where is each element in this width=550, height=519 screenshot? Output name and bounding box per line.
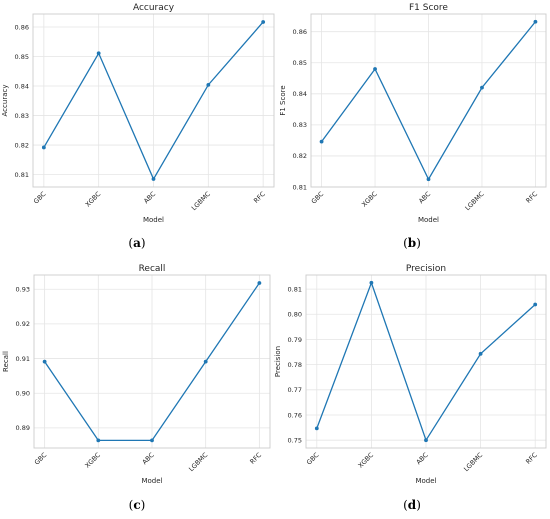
- data-point: [424, 438, 428, 443]
- y-tick-label: 0.75: [288, 436, 302, 444]
- y-tick-label: 0.77: [288, 386, 302, 394]
- x-tick-label: XGBC: [84, 190, 103, 209]
- data-point: [150, 438, 154, 443]
- x-tick-label: XGBC: [360, 190, 379, 209]
- y-tick-label: 0.83: [15, 112, 29, 120]
- y-tick-label: 0.86: [15, 23, 29, 31]
- x-tick-label: ABC: [142, 190, 157, 205]
- x-tick-label: GBC: [310, 190, 326, 206]
- chart-panel-1: 0.81 0.82 0.83 0.84 0.85 0.86 GBC XGBC ABC LGBMC R…: [1, 3, 275, 250]
- data-point: [319, 139, 324, 144]
- x-tick-label: XGBC: [83, 451, 102, 470]
- x-tick-label: XGBC: [356, 451, 375, 470]
- chart-title: F1 Score: [409, 3, 448, 13]
- data-point: [533, 302, 538, 307]
- x-tick-label: GBC: [32, 190, 48, 206]
- x-tick-label: ABC: [417, 190, 432, 205]
- y-tick-label: 0.81: [293, 183, 307, 191]
- x-tick-label: ABC: [415, 451, 430, 466]
- figure-caption: (c): [129, 498, 146, 512]
- x-tick-label: RFC: [524, 451, 539, 466]
- y-tick-label: 0.86: [293, 28, 307, 36]
- y-tick-label: 0.84: [15, 82, 29, 90]
- x-tick-label: RFC: [248, 451, 263, 466]
- y-tick-label: 0.82: [293, 152, 307, 160]
- data-point: [203, 359, 208, 364]
- data-point: [480, 85, 484, 90]
- y-tick-label: 0.76: [288, 411, 302, 419]
- data-point: [373, 67, 377, 71]
- y-axis-label: Precision: [274, 346, 282, 377]
- x-axis-label: Model: [143, 216, 164, 224]
- x-tick-label: LGBMC: [462, 451, 484, 473]
- y-tick-label: 0.84: [293, 90, 307, 98]
- y-axis-label: Recall: [2, 351, 10, 372]
- y-tick-label: 0.89: [16, 424, 30, 432]
- x-tick-label: RFC: [524, 190, 539, 205]
- chart-title: Precision: [406, 264, 446, 274]
- y-tick-label: 0.80: [288, 311, 302, 319]
- y-tick-label: 0.90: [16, 390, 30, 398]
- x-tick-label: GBC: [305, 451, 321, 467]
- x-tick-label: LGBMC: [190, 190, 212, 212]
- chart-title: Recall: [139, 264, 166, 274]
- figure-caption: (a): [128, 236, 145, 250]
- data-point: [261, 20, 266, 24]
- data-point: [533, 19, 538, 24]
- x-tick-label: ABC: [141, 451, 156, 466]
- data-point: [206, 82, 211, 87]
- data-point: [151, 177, 156, 181]
- x-tick-label: RFC: [252, 190, 267, 205]
- data-point: [369, 280, 374, 285]
- y-axis-label: Accuracy: [1, 85, 9, 117]
- x-axis-label: Model: [141, 477, 162, 485]
- figure-caption: (b): [403, 236, 421, 250]
- data-point: [314, 426, 319, 431]
- y-tick-label: 0.92: [16, 320, 30, 328]
- plot-frame: [310, 13, 547, 188]
- plot-frame: [32, 13, 275, 188]
- y-tick-label: 0.79: [288, 336, 302, 344]
- y-tick-label: 0.81: [288, 285, 302, 293]
- data-point: [96, 51, 101, 56]
- plot-frame: [33, 274, 271, 449]
- chart-title: Accuracy: [133, 3, 175, 13]
- y-tick-label: 0.81: [15, 171, 29, 179]
- data-point: [426, 177, 431, 182]
- x-axis-label: Model: [418, 216, 439, 224]
- chart-panel-2: 0.81 0.82 0.83 0.84 0.85 0.86 GBC XGBC ABC LGBMC R…: [279, 3, 547, 250]
- y-tick-label: 0.85: [293, 59, 307, 67]
- data-point: [41, 145, 46, 150]
- x-tick-label: GBC: [33, 451, 49, 467]
- y-tick-label: 0.78: [288, 361, 302, 369]
- x-axis-label: Model: [415, 477, 436, 485]
- x-tick-label: LGBMC: [187, 451, 209, 473]
- y-tick-label: 0.91: [16, 355, 30, 363]
- y-tick-label: 0.82: [15, 141, 29, 149]
- y-tick-label: 0.85: [15, 53, 29, 61]
- data-point: [478, 351, 483, 356]
- data-point: [42, 359, 47, 364]
- data-point: [257, 281, 262, 285]
- plot-frame: [305, 274, 547, 449]
- y-tick-label: 0.83: [293, 121, 307, 129]
- chart-panel-3: 0.89 0.90 0.91 0.92 0.93 GBC XGBC ABC LGBMC RFC Re…: [2, 264, 271, 512]
- y-tick-label: 0.93: [16, 286, 30, 294]
- figure-caption: (d): [403, 498, 421, 512]
- data-point: [96, 438, 101, 443]
- chart-panel-4: 0.75 0.76 0.77 0.78 0.79 0.80 0.81 GBC XGBC ABC LG…: [274, 264, 547, 512]
- x-tick-label: LGBMC: [464, 190, 486, 212]
- y-axis-label: F1 Score: [279, 85, 287, 115]
